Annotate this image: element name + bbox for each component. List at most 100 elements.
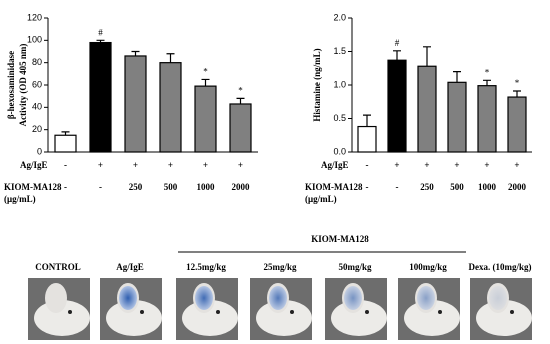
condition-value: - (64, 160, 67, 170)
y-tick-label: 2.0 (333, 12, 346, 22)
condition-value: 2000 (232, 182, 251, 192)
condition-value: + (484, 160, 489, 170)
significance-marker: * (238, 85, 243, 95)
bar (89, 41, 112, 153)
condition-label: KIOM-MA128 (4, 182, 62, 192)
ear-stain (195, 286, 213, 310)
photo-label: CONTROL (35, 262, 81, 272)
ear-stain (344, 286, 362, 310)
bar (447, 81, 467, 153)
significance-marker: # (395, 38, 400, 48)
error-bar (166, 53, 175, 63)
condition-value: + (424, 160, 429, 170)
error-bar (513, 90, 521, 98)
condition-value: + (98, 160, 103, 170)
condition-value: 500 (164, 182, 178, 192)
condition-label: Ag/IgE (321, 160, 349, 170)
error-bar (96, 39, 105, 43)
condition-value: 2000 (508, 182, 527, 192)
photo-label: Dexa. (10mg/kg) (469, 262, 532, 272)
y-tick-label: 0 (37, 146, 42, 156)
ear-stain (119, 286, 137, 310)
y-tick-label: 0.0 (333, 146, 346, 156)
error-bar (423, 46, 431, 67)
error-bar (393, 50, 401, 61)
condition-label: (μg/mL) (305, 194, 337, 204)
error-bar (363, 114, 371, 127)
error-bar (236, 97, 245, 104)
bar (507, 96, 527, 153)
mouse-eye (290, 310, 294, 314)
ear-stain (269, 286, 287, 310)
condition-value: - (99, 182, 102, 192)
y-tick-label: 60 (32, 79, 42, 89)
photo-label: 50mg/kg (338, 262, 372, 272)
photo-label: 25mg/kg (263, 262, 297, 272)
condition-value: 500 (450, 182, 464, 192)
y-axis-label: Activity (OD 405 nm) (18, 44, 28, 127)
mouse-eye (68, 310, 72, 314)
error-bar (61, 131, 70, 136)
bar (387, 59, 407, 153)
condition-value: + (454, 160, 459, 170)
bar (159, 62, 182, 153)
mouse-ear (45, 283, 67, 313)
condition-value: 250 (129, 182, 143, 192)
y-tick-label: 1.5 (333, 46, 346, 56)
bar (194, 85, 217, 153)
significance-marker: * (203, 66, 208, 76)
condition-value: + (203, 160, 208, 170)
significance-marker: # (98, 27, 103, 37)
mouse-eye (140, 310, 144, 314)
mouse-head (256, 300, 312, 336)
error-bar (483, 79, 491, 86)
group-label: KIOM-MA128 (311, 234, 369, 244)
condition-value: + (238, 160, 243, 170)
error-bar (453, 71, 461, 83)
condition-value: - (366, 160, 369, 170)
mouse-eye (510, 310, 514, 314)
mouse-eye (438, 310, 442, 314)
condition-label: KIOM-MA128 (305, 182, 363, 192)
bar (54, 134, 77, 153)
condition-value: + (394, 160, 399, 170)
y-tick-label: 20 (32, 124, 42, 134)
y-axis-label: Histamine (ng/mL) (312, 48, 322, 121)
mouse-head (476, 300, 532, 336)
condition-value: - (64, 182, 67, 192)
y-tick-label: 40 (32, 102, 42, 112)
y-tick-label: 80 (32, 57, 42, 67)
bar (229, 103, 252, 153)
significance-marker: * (515, 78, 520, 88)
condition-value: 1000 (197, 182, 216, 192)
mouse-head (34, 300, 90, 336)
condition-label: (μg/mL) (4, 194, 36, 204)
y-tick-label: 100 (27, 35, 42, 45)
y-tick-label: 120 (27, 12, 42, 22)
condition-value: 250 (420, 182, 434, 192)
photo-label: 12.5mg/kg (186, 262, 226, 272)
bar (357, 125, 377, 153)
mouse-head (182, 300, 238, 336)
bar (124, 55, 147, 153)
bar (417, 65, 437, 153)
significance-marker: * (485, 67, 490, 77)
condition-value: - (396, 182, 399, 192)
error-bar (131, 50, 140, 56)
mouse-eye (216, 310, 220, 314)
condition-value: + (133, 160, 138, 170)
y-tick-label: 1.0 (333, 79, 346, 89)
error-bar (201, 78, 210, 87)
photo-label: 100mg/kg (409, 262, 447, 272)
mouse-head (331, 300, 387, 336)
condition-value: 1000 (478, 182, 497, 192)
mouse-head (106, 300, 162, 336)
condition-value: - (366, 182, 369, 192)
photo-panel: CONTROL Ag/IgE 12.5mg/kg 25mg/kg 50mg/kg 100m… (28, 262, 532, 340)
ear-stain (489, 286, 507, 310)
mouse-eye (365, 310, 369, 314)
photo-label: Ag/IgE (116, 262, 144, 272)
y-axis-label: β-hexosaminidase (6, 51, 16, 119)
